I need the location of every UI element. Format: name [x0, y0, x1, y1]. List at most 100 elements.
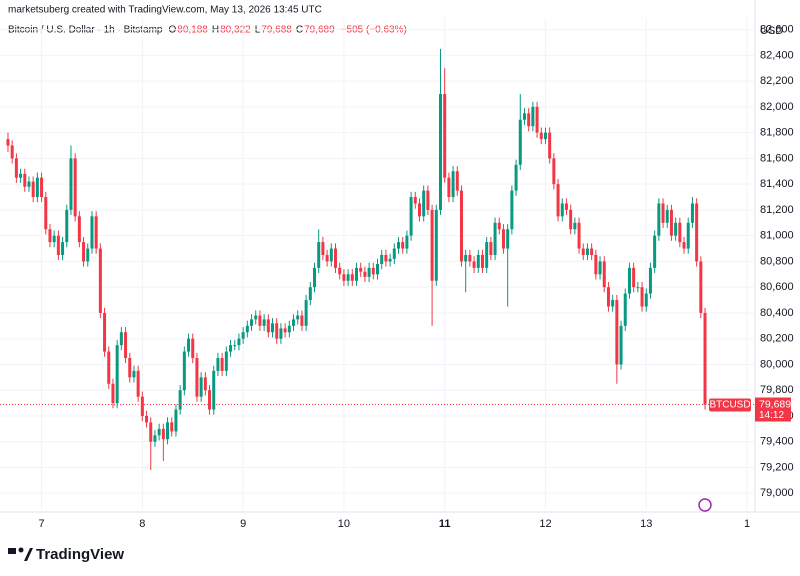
candle-body [686, 222, 690, 249]
candle-body [355, 267, 359, 281]
x-tick-label: 8 [139, 518, 145, 530]
candle-body [543, 132, 547, 140]
candle-body [245, 325, 249, 333]
candle-body [573, 222, 577, 230]
y-tick-label: 80,600 [760, 281, 794, 293]
x-tick-label: 13 [640, 518, 652, 530]
y-tick-label: 81,800 [760, 127, 794, 139]
candle-body [426, 190, 430, 210]
candle-body [338, 267, 342, 275]
candle-body [308, 287, 312, 301]
candle-body [10, 145, 14, 159]
ohlc-value: 79,689 [304, 25, 335, 36]
candle-body [657, 203, 661, 236]
candle-body [275, 323, 279, 339]
y-tick-label: 80,400 [760, 307, 794, 319]
candle-body [489, 242, 493, 255]
candle-body [451, 171, 455, 198]
y-tick-label: 82,000 [760, 101, 794, 113]
candle-body [212, 370, 216, 410]
y-tick-label: 82,600 [760, 23, 794, 35]
x-tick-label: 7 [39, 518, 45, 530]
logo: TradingView [8, 546, 124, 563]
candle-body [174, 409, 178, 432]
candle-body [556, 184, 560, 217]
ohlc-value: 80,322 [220, 25, 251, 36]
y-tick-label: 79,200 [760, 461, 794, 473]
candle-body [300, 315, 304, 326]
candle-body [640, 287, 644, 307]
candle-body [266, 319, 270, 333]
candle-body [48, 229, 52, 243]
y-tick-label: 80,800 [760, 255, 794, 267]
candle-body [292, 319, 296, 326]
x-tick-label: 1 [744, 518, 750, 530]
candle-body [602, 261, 606, 288]
ohlc-value: 79,688 [261, 25, 292, 36]
icon [698, 498, 712, 512]
y-tick-label: 79,000 [760, 487, 794, 499]
candle-body [90, 216, 94, 249]
candle-body [233, 345, 237, 347]
candle-body [329, 248, 333, 262]
candle-body [480, 254, 484, 268]
candle-body [191, 338, 195, 359]
candle-body [237, 338, 241, 346]
candle-body [149, 422, 153, 442]
candle-body [166, 422, 170, 440]
candle-body [182, 351, 186, 391]
candle-body [409, 197, 413, 236]
candle-body [388, 258, 392, 262]
candle-body [359, 267, 363, 272]
candle-body [31, 181, 35, 198]
y-tick-label: 81,600 [760, 152, 794, 164]
x-tick-label: 9 [240, 518, 246, 530]
candle-body [153, 435, 157, 442]
symbol: Bitcoin / U.S. Dollar · 1h · Bitstamp [8, 25, 163, 36]
candle-body [98, 248, 102, 313]
candle-body [661, 203, 665, 223]
candle-body [577, 222, 581, 249]
candle-body [518, 119, 522, 165]
candle-body [569, 209, 573, 230]
candle-body [350, 274, 354, 281]
y-tick-label: 80,000 [760, 358, 794, 370]
candle-body [73, 158, 77, 217]
candle-body [229, 345, 233, 352]
y-tick-label: 81,200 [760, 204, 794, 216]
candle-body [690, 203, 694, 223]
candle-body [334, 248, 338, 268]
candle-body [564, 203, 568, 210]
change: −505 (−0.63%) [341, 25, 407, 36]
candle-body [594, 254, 598, 275]
plot [0, 18, 755, 510]
candle-body [224, 351, 228, 371]
y-tick-label: 79,800 [760, 384, 794, 396]
candle-body [606, 287, 610, 307]
ohlc-label: H [212, 25, 219, 36]
candle-body [464, 254, 468, 262]
candle-body [283, 328, 287, 333]
candle-body [279, 328, 283, 339]
candle-body [220, 358, 224, 371]
candle-body [422, 190, 426, 217]
candle-body [157, 428, 161, 436]
candle-body [653, 235, 657, 268]
candle-body [313, 267, 317, 288]
candle-body [241, 332, 245, 339]
candle-body [61, 242, 65, 255]
candle-body [539, 132, 543, 140]
price-tag [755, 397, 791, 422]
candle-body [304, 300, 308, 326]
candle-body [111, 383, 115, 404]
candle-body [376, 264, 379, 275]
logo-icon [8, 548, 16, 554]
y-tick-label: 81,400 [760, 178, 794, 190]
candle-body [19, 173, 23, 178]
candle-body [216, 358, 220, 371]
candle-body [103, 312, 107, 352]
candle-body [145, 415, 149, 423]
candle-body [52, 235, 56, 243]
candle-body [669, 209, 673, 236]
